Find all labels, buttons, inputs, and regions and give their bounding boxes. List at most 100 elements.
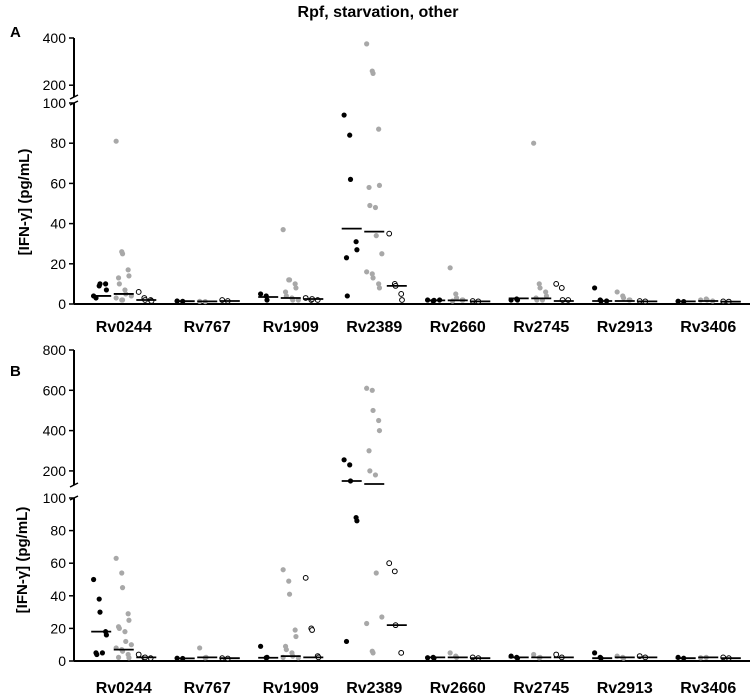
panel-b-data-point <box>135 651 142 658</box>
panel-a-data-point <box>614 289 620 295</box>
panel-b-data-point <box>302 574 309 581</box>
panel-a-data-point <box>376 281 382 287</box>
panel-b-data-point <box>123 638 129 645</box>
panel-b-data-point <box>398 649 405 656</box>
panel-b-axis-break-mark <box>69 482 79 488</box>
panel-a-data-point <box>286 277 293 283</box>
panel-b-data-point <box>94 651 100 658</box>
panel-a-x-tick-label: Rv0244 <box>96 319 152 336</box>
panel-a-data-point <box>344 293 350 299</box>
panel-b-x-tick-label: Rv2660 <box>430 680 486 697</box>
panel-a-data-point <box>373 233 379 239</box>
panel-a-data-point <box>543 289 549 295</box>
panel-a-data-point <box>453 291 459 297</box>
panel-a-axis-break-mark <box>69 94 79 100</box>
panel-b-ylabel: [IFN-γ] (pg/mL) <box>14 507 31 614</box>
panel-a-data-point <box>258 291 264 297</box>
panel-b-data-point <box>391 568 398 575</box>
panel-a-data-point <box>135 289 142 295</box>
panel-b-x-tick-label: Rv1909 <box>263 680 319 697</box>
panel-a-y-tick-label: 100 <box>43 95 67 111</box>
panel-a-data-point <box>353 239 359 245</box>
panel-b-data-point <box>370 407 376 414</box>
panel-a-y-tick-label: 40 <box>50 216 66 232</box>
panel-b-data-point <box>286 578 292 584</box>
panel-b-x-tick-label: Rv0244 <box>96 680 152 697</box>
panel-b-data-point <box>128 642 134 648</box>
figure-title: Rpf, starvation, other <box>298 4 459 21</box>
panel-b-y-tick-label: 200 <box>43 463 67 479</box>
panel-a-data-point <box>398 291 405 297</box>
panel-b-data-point <box>553 651 560 658</box>
panel-a-data-point <box>97 281 103 287</box>
panel-b-data-point <box>347 462 353 468</box>
panel-a-data-point <box>376 285 383 291</box>
panel-b-data-point <box>119 570 125 576</box>
panel-a-data-point <box>115 275 122 281</box>
panel-b-data-point <box>126 655 132 661</box>
panel-a-data-point <box>592 285 598 291</box>
panel-a-data-point <box>379 251 385 257</box>
panel-a-data-point <box>126 273 132 279</box>
panel-b-data-point <box>366 448 372 454</box>
panel-a-data-point <box>354 247 360 253</box>
panel-a-data-point <box>282 289 289 295</box>
panel-b-data-point <box>103 632 110 638</box>
panel-b-data-point <box>125 611 131 617</box>
panel-a-data-point <box>116 281 122 287</box>
panel-a-data-point <box>280 227 286 233</box>
panel-a-y-tick-label: 60 <box>50 175 66 191</box>
panel-a-data-point <box>558 285 565 291</box>
panel-b-data-point <box>370 650 376 656</box>
panel-a-data-point <box>293 285 299 291</box>
panel-a-data-point <box>347 176 354 182</box>
panel-b-data-point <box>354 518 360 524</box>
panel-a-data-point <box>347 132 353 138</box>
panel-b-data-point <box>258 643 264 649</box>
panel-b-data-point <box>96 596 102 602</box>
panel-b-data-point <box>379 614 385 620</box>
panel-b-x-tick-label: Rv2913 <box>597 680 653 697</box>
panel-b-data-point <box>283 646 289 653</box>
panel-b-data-point <box>367 468 373 474</box>
panel-b-data-point <box>91 576 97 583</box>
panel-b-data-point <box>386 560 393 567</box>
panel-b-x-tick-label: Rv2745 <box>513 680 569 697</box>
panel-b-data-point <box>369 387 375 393</box>
panel-a-data-point <box>536 281 542 287</box>
panel-a-ylabel: [IFN-γ] (pg/mL) <box>16 149 33 256</box>
panel-a-data-point <box>399 297 405 303</box>
panel-b-data-point <box>197 645 203 651</box>
panel-a-y-tick-label: 80 <box>50 135 66 151</box>
panel-a-x-tick-label: Rv2745 <box>513 319 569 336</box>
panel-b-data-point <box>122 629 128 635</box>
panel-b-data-point <box>309 627 315 633</box>
panel-b-data-point <box>119 585 126 591</box>
panel-a-x-tick-label: Rv3406 <box>680 319 736 336</box>
panel-b-y-tick-label: 0 <box>58 653 66 669</box>
panel-b-data-point <box>376 427 383 434</box>
panel-a-data-point <box>447 265 453 271</box>
panel-a-data-point <box>453 295 460 301</box>
panel-b-y-tick-label: 600 <box>43 382 67 398</box>
panel-b-data-point <box>364 620 370 627</box>
panel-b-y-tick-label: 80 <box>50 523 66 539</box>
panel-b-data-point <box>292 627 298 633</box>
panel-a-x-tick-label: Rv1909 <box>263 319 319 336</box>
panel-a-data-point <box>113 138 119 144</box>
panel-a-y-tick-label: 400 <box>43 30 67 46</box>
panel-a-data-point <box>264 297 270 303</box>
panel-a-data-point <box>366 184 372 191</box>
panel-a-data-point <box>531 140 537 146</box>
panel-b-data-point <box>372 472 379 478</box>
panel-a-data-point <box>113 295 119 301</box>
panel-a-data-point <box>543 293 550 299</box>
panel-b-data-point <box>376 417 382 424</box>
panel-b-data-point <box>447 650 453 656</box>
panel-a-x-tick-label: Rv2660 <box>430 319 486 336</box>
panel-a-data-point <box>372 204 379 211</box>
panel-a-y-tick-label: 200 <box>43 77 67 93</box>
panel-a-data-point <box>386 230 393 237</box>
